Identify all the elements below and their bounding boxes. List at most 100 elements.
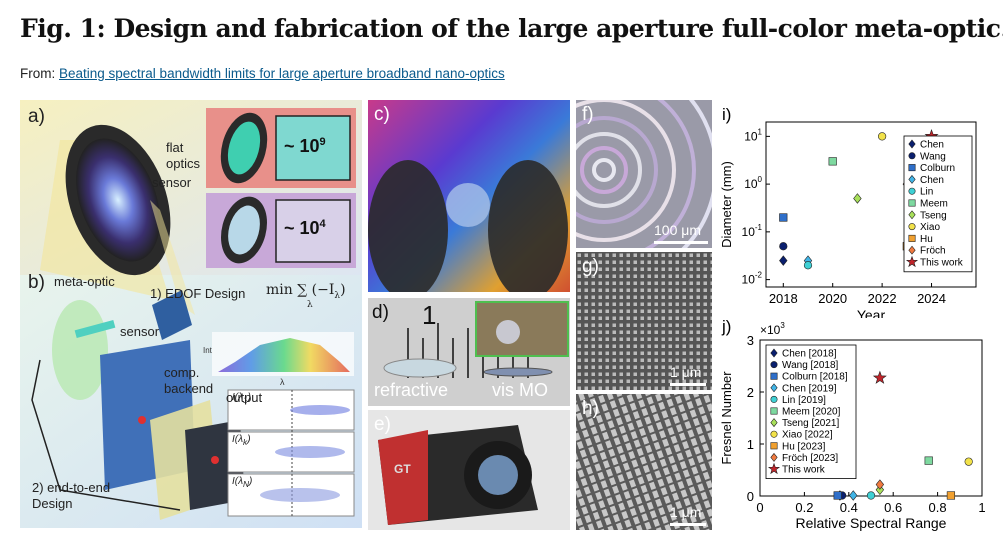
legend-i-label-4: Lin: [920, 187, 933, 198]
x-tick-label-2022: 2022: [868, 291, 897, 306]
panel-g-label: g): [582, 256, 599, 277]
point-i-meem-5: [828, 157, 837, 166]
chart-j-legend: [765, 344, 857, 480]
factor-2-exp: 4: [319, 218, 326, 230]
legend-i-marker-10: [905, 255, 919, 268]
chart-i-ylabel: Diameter (mm): [719, 161, 734, 248]
y-tick-exp-1: 1: [758, 127, 763, 136]
y-tick-label--1: 10-1: [742, 223, 763, 239]
psf-label-n: I(λN): [232, 476, 253, 489]
legend-i-marker-6: [908, 210, 916, 220]
scale-bar-h-text: 1 μm: [670, 504, 702, 520]
scale-bar-h-line: [670, 523, 706, 526]
factor-2: ~ 104: [284, 218, 326, 239]
article-link[interactable]: Beating spectral bandwidth limits for la…: [59, 66, 505, 81]
formula-main: min ∑ (−I: [266, 282, 335, 298]
legend-i-label-6: Tseng: [920, 210, 947, 221]
legend-j-marker-10: [767, 462, 781, 475]
factor-2-base: ~ 10: [284, 218, 320, 238]
sensor-label-a: sensor: [152, 175, 192, 190]
x-tick-label-j-0-8: 0.8: [929, 500, 947, 515]
legend-j-marker-7: [770, 430, 778, 438]
y-tick-label-j-0: 0: [747, 489, 754, 504]
psf-label-1: I(λ1): [232, 392, 252, 405]
legend-i-marker-0: [908, 139, 916, 149]
scale-bar-g-text: 1 μm: [670, 364, 702, 380]
panel-ab: a) flat optics sensor ~ 109 ~ 104 b) met…: [20, 100, 362, 528]
x-tick-label-2020: 2020: [818, 291, 847, 306]
point-j-chen-2019: [849, 490, 858, 501]
legend-j-label-10: This work: [782, 465, 826, 476]
legend-j-marker-6: [770, 418, 778, 428]
legend-i-marker-8: [908, 234, 916, 242]
chart-j-ylabel: Fresnel Number: [719, 371, 734, 465]
x-tick-label-j-1: 1: [978, 500, 985, 515]
point-i-colburn-2: [779, 213, 788, 222]
point-i-wang-1: [779, 242, 788, 251]
point-i-xiao-7: [878, 132, 887, 141]
x-tick-label-2018: 2018: [769, 291, 798, 306]
legend-i-label-1: Wang: [920, 151, 946, 162]
legend-i-label-0: Chen: [920, 140, 944, 151]
legend-i-marker-9: [908, 245, 916, 255]
legend-j-marker-5: [770, 407, 778, 415]
legend-j-marker-1: [770, 361, 778, 369]
chart-j: j) ×103 0 0.2 0.4 0.6 0.8 1 0 1 2 3 Fresnel Number Re…: [718, 318, 1000, 534]
factor-1-exp: 9: [319, 136, 326, 148]
comp-backend-label: comp. backend: [164, 365, 213, 397]
end-to-end-line1: 2) end-to-end: [32, 480, 111, 495]
x-tick-label-j-0-4: 0.4: [840, 500, 858, 515]
chart-i-label: i): [722, 105, 731, 124]
comp-backend-line1: comp.: [164, 365, 200, 380]
y-tick-label-j-2: 2: [747, 385, 754, 400]
legend-j-marker-3: [770, 383, 778, 393]
legend-i-label-3: Chen: [920, 175, 944, 186]
panel-c-label: c): [374, 104, 390, 125]
y-tick-base--2: 10: [742, 273, 756, 287]
meta-optic-label: meta-optic: [54, 274, 115, 289]
panel-e-label: e): [374, 414, 391, 435]
point-j-hu-2023: [946, 491, 956, 500]
scale-bar-g-line: [670, 383, 706, 386]
output-label: output: [226, 390, 263, 405]
vis-mo-label: vis MO: [492, 380, 548, 400]
flat-optics-line1: flat: [166, 140, 184, 155]
legend-i-marker-4: [908, 187, 916, 195]
y-tick-base--1: 10: [742, 225, 756, 239]
point-j-meem-2020: [924, 456, 933, 465]
spectrum-xlabel: λ: [280, 377, 285, 387]
point-j-fr-ch-2023: [875, 479, 885, 490]
x-tick-label-j-0-6: 0.6: [884, 500, 902, 515]
end-to-end-label: 2) end-to-end Design: [32, 480, 110, 512]
legend-j-label-2: Colburn [2018]: [782, 372, 848, 383]
panel-ab-graphic: [20, 100, 362, 528]
legend-j-marker-2: [770, 372, 778, 380]
legend-i-marker-1: [908, 152, 916, 160]
pillar-tilt-graphic: [576, 394, 712, 530]
panel-g-micrograph: g) 1 μm: [576, 252, 712, 390]
end-to-end-line2: Design: [32, 496, 73, 511]
y-tick-exp-0: 0: [758, 175, 763, 184]
scale-bar-f: 100 μm: [654, 222, 708, 244]
point-i-tseng-6: [853, 193, 862, 204]
scale-bar-g: 1 μm: [670, 364, 706, 386]
spectrum-ylabel: Int: [203, 346, 212, 355]
objective-formula: min ∑ (−Iλ): [266, 282, 346, 301]
chart-j-multiplier-exp: 3: [780, 321, 785, 330]
x-tick-label-j-0: 0: [756, 500, 763, 515]
legend-i-label-10: This work: [920, 258, 964, 269]
refractive-label: refractive: [374, 380, 449, 400]
chart-i: i) 2018 2020 2022 2024 101 100 10-1 10-2 Diameter…: [718, 100, 988, 318]
legend-j-label-9: Fröch [2023]: [782, 453, 838, 464]
legend-j-marker-9: [770, 452, 778, 462]
formula-term-sub: λ: [334, 290, 341, 301]
flat-optics-line2: optics: [166, 156, 200, 171]
chart-i-svg: i)2018 2020 2022 202410110010-110-2Diameter…: [719, 105, 977, 318]
chart-i-xlabel: Year: [857, 307, 886, 318]
psf-label-k: I(λk): [232, 434, 251, 447]
y-tick-label-1: 101: [744, 127, 762, 143]
from-label: From:: [20, 66, 59, 81]
legend-j-label-4: Lin [2019]: [782, 395, 826, 406]
hand-lens-graphic: [368, 160, 568, 292]
